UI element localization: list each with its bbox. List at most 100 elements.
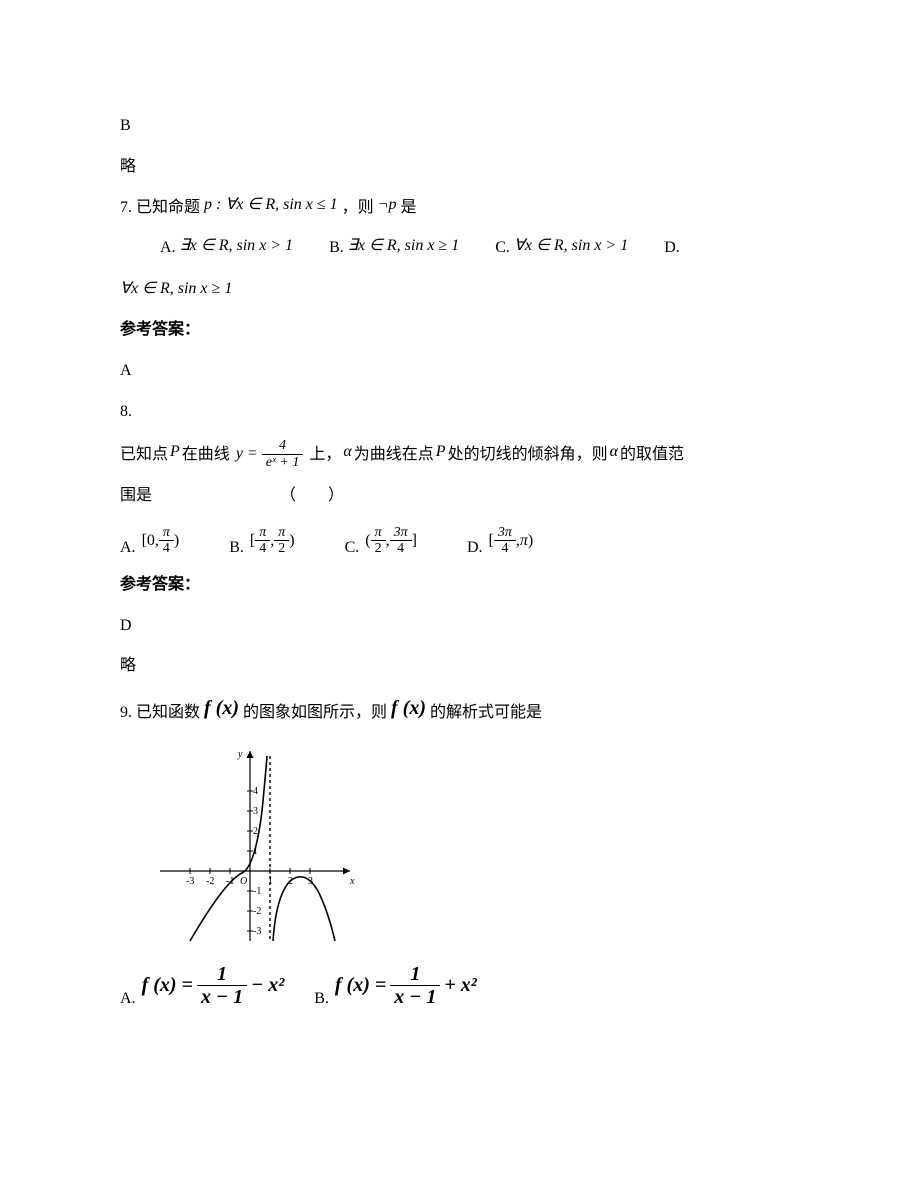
q9-b-tail: + x² <box>444 974 476 997</box>
q8-c-close: ] <box>412 532 417 550</box>
q8-P: P <box>170 438 180 467</box>
q8-d-frac1-den: 4 <box>494 541 516 556</box>
q7-stem: 7. 已知命题 p : ∀x ∈ R, sin x ≤ 1 ，则 ¬p 是 <box>120 194 800 223</box>
q9-b-frac-den: x − 1 <box>390 986 440 1008</box>
q7-option-b-label: B. <box>329 234 344 263</box>
q7-stem-mid: ，则 <box>342 199 374 216</box>
q8-options: A. [0, π 4 ) B. [ π 4 , π <box>120 525 800 557</box>
q8-a-label: A. <box>120 539 136 557</box>
q8-option-d: D. [ 3π 4 , π ) <box>467 525 533 557</box>
q8-a-close: ) <box>174 532 179 550</box>
q8-stem-3: 上， <box>309 441 341 470</box>
q8-a-frac-num: π <box>159 525 174 541</box>
q8-curve: y = 4 eˣ + 1 <box>236 438 304 470</box>
q8-alpha-1: α <box>343 438 351 467</box>
ytick-1: 1 <box>253 846 258 857</box>
q8-curve-den: eˣ + 1 <box>262 455 304 470</box>
q8-c-frac2-den: 4 <box>390 541 412 556</box>
q7-option-d-expr-line: ∀x ∈ R, sin x ≥ 1 <box>120 275 800 304</box>
xtick-1: 1 <box>268 876 273 887</box>
q9-b-frac-num: 1 <box>390 963 440 986</box>
q7-neg-p: ¬p <box>378 196 397 213</box>
q8-answer-heading: 参考答案： <box>120 571 800 600</box>
ytick-2: 2 <box>253 826 258 837</box>
q9-b-lhs: f (x) = <box>335 974 386 997</box>
q7-answer-heading: 参考答案： <box>120 316 800 345</box>
q8-b-frac2: π 2 <box>274 525 289 557</box>
q9-stem: 9. 已知函数 f (x) 的图象如图所示，则 f (x) 的解析式可能是 <box>120 693 800 729</box>
q8-paren: （ ） <box>280 487 344 504</box>
q8-option-b: B. [ π 4 , π 2 ) <box>229 525 294 557</box>
q8-alpha-2: α <box>610 438 618 467</box>
q9-stem-3: 的解析式可能是 <box>430 704 542 721</box>
q7-option-c-label: C. <box>495 234 510 263</box>
origin-label: O <box>240 876 247 887</box>
ytick-3: 3 <box>253 806 258 817</box>
q7-stem-suffix: 是 <box>400 199 416 216</box>
q8-a-frac: π 4 <box>159 525 174 557</box>
q9-option-a: A. f (x) = 1 x − 1 − x² <box>120 963 284 1008</box>
xtick--3: -3 <box>186 876 194 887</box>
q8-d-label: D. <box>467 539 483 557</box>
q8-c-interval: ( π 2 , 3π 4 ] <box>365 525 417 557</box>
q8-a-interval: [0, π 4 ) <box>142 525 180 557</box>
page-content: B 略 7. 已知命题 p : ∀x ∈ R, sin x ≤ 1 ，则 ¬p … <box>0 0 920 1080</box>
q8-d-pi: π <box>520 532 528 550</box>
q9-fx-1: f (x) <box>204 697 239 719</box>
q7-option-c: C. ∀x ∈ R, sin x > 1 <box>495 234 628 263</box>
q8-b-frac2-num: π <box>274 525 289 541</box>
q8-b-frac1-den: 4 <box>255 541 270 556</box>
q9-stem-2: 的图象如图所示，则 <box>243 704 387 721</box>
q7-option-a-label: A. <box>160 234 176 263</box>
q8-stem-7: 围是 <box>120 487 152 504</box>
q9-a-frac: 1 x − 1 <box>197 963 247 1008</box>
q8-P-2: P <box>436 438 446 467</box>
q8-a-frac-den: 4 <box>159 541 174 556</box>
q8-option-a: A. [0, π 4 ) <box>120 525 179 557</box>
q9-number: 9. <box>120 704 136 721</box>
q9-option-b: B. f (x) = 1 x − 1 + x² <box>314 963 477 1008</box>
q8-d-interval: [ 3π 4 , π ) <box>489 525 534 557</box>
q9-a-frac-num: 1 <box>197 963 247 986</box>
q8-stem-5: 处的切线的倾斜角，则 <box>448 441 608 470</box>
q9-a-eq: f (x) = 1 x − 1 − x² <box>142 963 285 1008</box>
q8-stem: 已知点 P 在曲线 y = 4 eˣ + 1 上， α 为曲线在点 P 处的切线… <box>120 438 800 470</box>
q8-c-label: C. <box>345 539 360 557</box>
q8-note: 略 <box>120 652 800 681</box>
q7-number: 7. <box>120 199 136 216</box>
q7-option-d-label-only: D. <box>664 234 680 263</box>
prev-note: 略 <box>120 153 800 182</box>
q8-b-frac1: π 4 <box>255 525 270 557</box>
q8-d-frac1-num: 3π <box>494 525 516 541</box>
xtick-3: 3 <box>308 876 313 887</box>
q9-chart: -3 -2 -1 O 1 2 3 1 2 3 4 -1 -2 -3 x y <box>150 741 370 951</box>
q8-d-frac1: 3π 4 <box>494 525 516 557</box>
q9-a-label: A. <box>120 990 136 1008</box>
q8-stem-2: 在曲线 <box>182 441 230 470</box>
q8-curve-lhs: y = <box>236 440 258 469</box>
q7-option-a-expr: ∃x ∈ R, sin x > 1 <box>180 232 294 261</box>
q8-c-frac1: π 2 <box>371 525 386 557</box>
x-axis-label: x <box>349 876 355 887</box>
q9-a-tail: − x² <box>251 974 284 997</box>
q9-stem-1: 已知函数 <box>136 704 200 721</box>
prev-answer: B <box>120 112 800 141</box>
q8-curve-frac: 4 eˣ + 1 <box>262 438 304 470</box>
q8-a-text: [0, <box>142 532 159 550</box>
q7-option-d-expr: ∀x ∈ R, sin x ≥ 1 <box>120 280 232 297</box>
q8-stem-6: 的取值范 <box>620 441 684 470</box>
q8-stem-4: 为曲线在点 <box>354 441 434 470</box>
q8-c-frac1-num: π <box>371 525 386 541</box>
q8-b-frac2-den: 2 <box>274 541 289 556</box>
q8-d-close: ) <box>528 532 533 550</box>
q7-option-b: B. ∃x ∈ R, sin x ≥ 1 <box>329 234 459 263</box>
ytick--3: -3 <box>253 926 261 937</box>
q8-stem-line2: 围是 （ ） <box>120 482 800 511</box>
q8-c-frac1-den: 2 <box>371 541 386 556</box>
q8-curve-num: 4 <box>262 438 304 454</box>
q7-option-b-expr: ∃x ∈ R, sin x ≥ 1 <box>348 232 459 261</box>
q8-stem-1: 已知点 <box>120 441 168 470</box>
q8-b-label: B. <box>229 539 244 557</box>
q7-option-d-label: D. <box>664 234 680 263</box>
xtick--2: -2 <box>206 876 214 887</box>
